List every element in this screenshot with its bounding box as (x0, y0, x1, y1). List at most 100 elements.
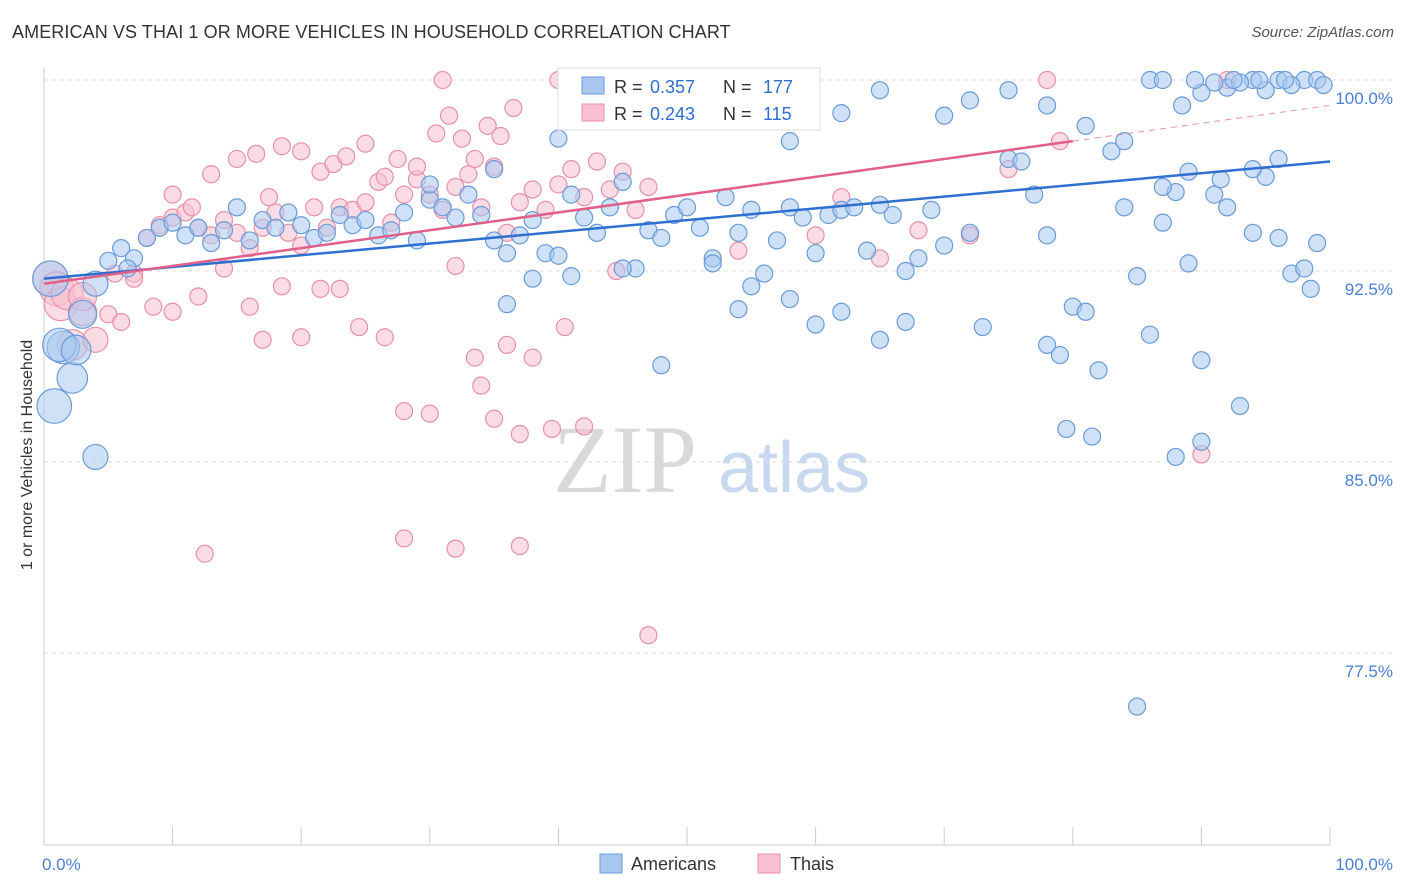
americans-point (1153, 213, 1172, 232)
americans-point (883, 205, 902, 225)
y-tick-label: 92.5% (1345, 280, 1393, 299)
americans-point (1057, 419, 1076, 439)
thais-point (452, 129, 472, 148)
americans-point (935, 106, 954, 125)
legend-r-value-2: 0.243 (650, 104, 695, 124)
americans-point (1037, 335, 1057, 354)
americans-point (1205, 73, 1224, 92)
americans-point (1205, 185, 1224, 204)
americans-point (118, 259, 137, 278)
legend-r-label-1: R = (614, 77, 643, 97)
americans-point (1012, 152, 1031, 171)
americans-point (227, 198, 246, 217)
thais-point (478, 116, 497, 135)
americans-point (1115, 198, 1134, 217)
thais-point (485, 409, 504, 428)
thais-point (163, 302, 182, 321)
bottom-legend-swatch-americans (599, 853, 623, 874)
thais-point (555, 317, 574, 337)
americans-point (1050, 345, 1070, 365)
americans-point (1127, 697, 1147, 716)
americans-point (1089, 361, 1108, 380)
americans-point (1166, 447, 1185, 467)
thais-point (375, 167, 394, 186)
watermark-atlas: atlas (718, 428, 870, 508)
thais-point (349, 317, 369, 337)
americans-point (1211, 170, 1230, 189)
americans-point (1179, 162, 1198, 181)
americans-point (613, 172, 632, 191)
thais-point (639, 177, 658, 197)
americans-point (652, 228, 671, 248)
legend-n-value-1: 177 (763, 77, 793, 97)
thais-point (806, 226, 825, 245)
thais-point (388, 149, 407, 169)
americans-point (1153, 177, 1172, 197)
americans-point (806, 244, 825, 263)
americans-point (1102, 142, 1121, 161)
bottom-legend-thais: Thais (790, 854, 834, 874)
thais-point (729, 241, 748, 260)
americans-point (292, 216, 311, 235)
americans-point (806, 315, 825, 334)
americans-point (356, 210, 375, 230)
thais-point (330, 279, 349, 298)
americans-point (485, 160, 504, 179)
americans-point (562, 185, 581, 204)
americans-point (1314, 75, 1333, 95)
thais-point (337, 147, 356, 166)
americans-point (99, 251, 118, 270)
americans-point (214, 221, 234, 240)
americans-point (780, 132, 799, 151)
thais-point (356, 193, 375, 212)
americans-point (870, 81, 890, 100)
thais-point (465, 348, 484, 367)
chart-title: AMERICAN VS THAI 1 OR MORE VEHICLES IN H… (12, 22, 731, 42)
thais-point (272, 277, 292, 296)
americans-point (1185, 70, 1205, 90)
source-label: Source: ZipAtlas.com (1251, 24, 1394, 41)
americans-point (1275, 70, 1295, 90)
thais-point (311, 279, 330, 298)
bottom-legend-swatch-thais (757, 853, 781, 874)
thais-point (491, 126, 510, 146)
americans-point (433, 198, 452, 217)
thais-point (562, 160, 581, 179)
americans-point (112, 239, 131, 258)
thais-point (542, 419, 562, 439)
thais-point (272, 137, 292, 156)
americans-point (266, 218, 285, 237)
thais-point (195, 544, 214, 563)
americans-point (690, 218, 709, 237)
legend-r-value-1: 0.357 (650, 77, 695, 97)
americans-point (82, 443, 109, 471)
watermark-zip: ZIP (553, 406, 697, 513)
thais-point (182, 198, 201, 217)
americans-point (1037, 226, 1057, 245)
americans-point (330, 205, 349, 225)
thais-point (504, 98, 523, 118)
americans-point (575, 208, 594, 227)
americans-point (870, 195, 890, 214)
americans-point (1076, 116, 1095, 135)
thais-trend-line (43, 139, 1073, 285)
thais-point (510, 193, 529, 212)
thais-point (523, 180, 542, 199)
americans-point (729, 300, 748, 319)
americans-point (1173, 96, 1192, 115)
americans-point (922, 200, 941, 219)
americans-point (973, 317, 992, 337)
thais-point (510, 537, 529, 556)
americans-point (1243, 223, 1262, 242)
americans-point (1192, 432, 1211, 451)
americans-point (60, 334, 92, 366)
thais-point (420, 404, 439, 423)
americans-point (1301, 279, 1320, 298)
legend-n-value-2: 115 (763, 104, 792, 124)
americans-point (1037, 96, 1057, 115)
americans-point (1218, 198, 1237, 217)
y-tick-label: 77.5% (1345, 662, 1393, 681)
americans-point (279, 203, 298, 222)
americans-point (845, 198, 864, 217)
americans-point (137, 228, 156, 248)
